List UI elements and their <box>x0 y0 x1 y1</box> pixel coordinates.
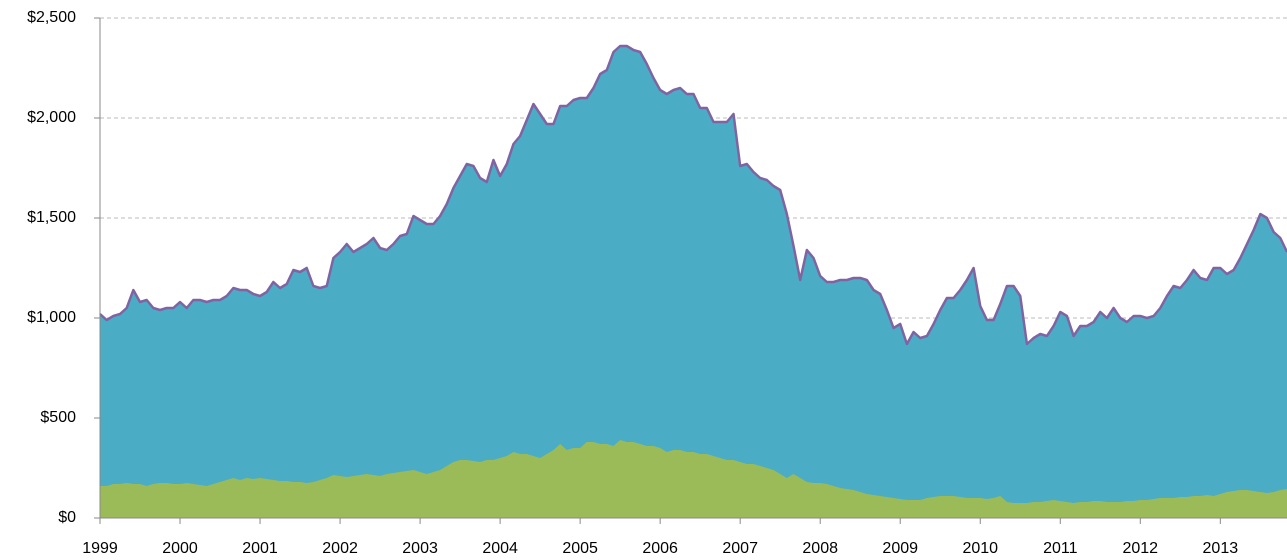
x-tick-label: 2013 <box>1203 540 1239 557</box>
x-tick-label: 2007 <box>722 540 758 557</box>
x-tick-label: 2011 <box>1043 540 1078 557</box>
x-tick-label: 2012 <box>1122 540 1158 557</box>
y-tick-label: $1,500 <box>27 209 76 226</box>
x-tick-label: 2002 <box>322 540 358 557</box>
x-tick-label: 1999 <box>82 540 118 557</box>
x-tick-label: 2000 <box>162 540 198 557</box>
x-tick-label: 2003 <box>402 540 438 557</box>
y-tick-label: $500 <box>40 409 76 426</box>
x-tick-label: 2006 <box>642 540 678 557</box>
x-tick-label: 2010 <box>962 540 998 557</box>
x-tick-label: 2008 <box>802 540 838 557</box>
x-tick-label: 2001 <box>242 540 278 557</box>
area <box>100 46 1287 518</box>
y-tick-label: $1,000 <box>27 309 76 326</box>
area <box>100 440 1287 518</box>
y-tick-label: $2,000 <box>27 109 76 126</box>
x-tick-label: 2005 <box>562 540 598 557</box>
x-tick-label: 2009 <box>882 540 918 557</box>
x-tick-label: 2004 <box>482 540 518 557</box>
y-tick-label: $0 <box>58 509 76 526</box>
area-outline <box>99 44 1287 346</box>
y-tick-label: $2,500 <box>27 9 76 26</box>
